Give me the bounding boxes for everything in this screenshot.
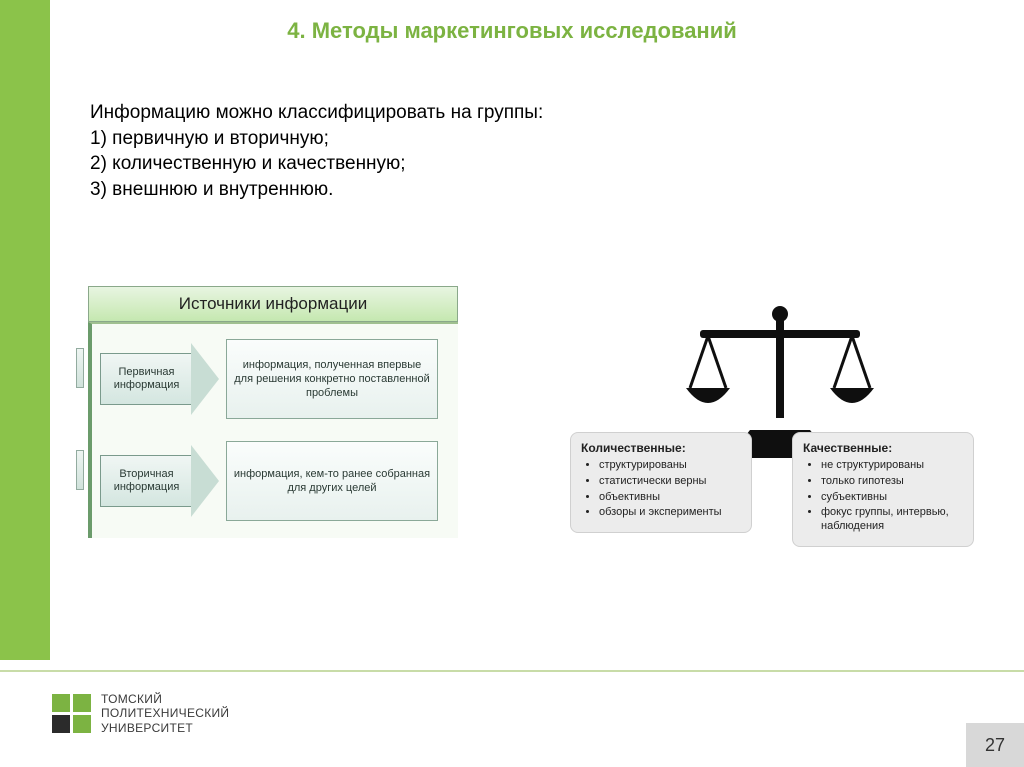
arrow-secondary: Вторичная информация [100,447,218,515]
accent-sidebar [0,0,50,660]
intro-item-1: 1) первичную и вторичную; [90,126,543,152]
slide-title: 4. Методы маркетинговых исследований [0,18,1024,44]
notch-icon [76,348,84,388]
quant-list: структурированы статистически верны объе… [581,459,741,520]
sources-header: Источники информации [88,286,458,322]
arrow-primary: Первичная информация [100,345,218,413]
arrow-head-icon [191,343,219,415]
list-item: обзоры и эксперименты [599,506,741,520]
list-item: объективны [599,491,741,505]
footer-divider [0,670,1024,672]
arrow-label: Первичная информация [100,353,192,405]
arrow-head-icon [191,445,219,517]
qual-list: не структурированы только гипотезы субъе… [803,459,963,534]
intro-item-3: 3) внешнюю и внутреннюю. [90,177,543,203]
quantitative-box: Количественные: структурированы статисти… [570,432,752,533]
page-number: 27 [966,723,1024,767]
source-desc: информация, полученная впервые для решен… [226,339,438,419]
list-item: структурированы [599,459,741,473]
source-desc: информация, кем-то ранее собранная для д… [226,441,438,521]
sources-body: Первичная информация информация, получен… [88,322,458,538]
list-item: субъективны [821,491,963,505]
scales-panel: Количественные: структурированы статисти… [570,300,980,550]
intro-text: Информацию можно классифицировать на гру… [90,100,543,203]
notch-icon [76,450,84,490]
list-item: только гипотезы [821,475,963,489]
intro-item-2: 2) количественную и качественную; [90,151,543,177]
arrow-label: Вторичная информация [100,455,192,507]
list-item: не структурированы [821,459,963,473]
list-item: статистически верны [599,475,741,489]
qualitative-box: Качественные: не структурированы только … [792,432,974,547]
sources-diagram: Источники информации Первичная информаци… [88,286,458,538]
logo-mark-icon [52,694,91,733]
logo-text: ТОМСКИЙ ПОЛИТЕХНИЧЕСКИЙ УНИВЕРСИТЕТ [101,692,229,735]
source-row: Первичная информация информация, получен… [100,336,438,422]
org-logo: ТОМСКИЙ ПОЛИТЕХНИЧЕСКИЙ УНИВЕРСИТЕТ [52,692,229,735]
source-row: Вторичная информация информация, кем-то … [100,438,438,524]
list-item: фокус группы, интервью, наблюдения [821,506,963,534]
org-line2: ПОЛИТЕХНИЧЕСКИЙ [101,706,229,720]
intro-lead: Информацию можно классифицировать на гру… [90,100,543,126]
org-line1: ТОМСКИЙ [101,692,229,706]
quant-title: Количественные: [581,441,741,455]
org-line3: УНИВЕРСИТЕТ [101,721,229,735]
qual-title: Качественные: [803,441,963,455]
